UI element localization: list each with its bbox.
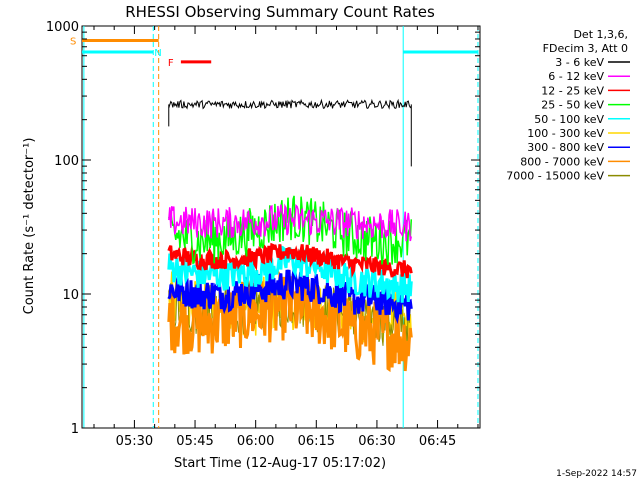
legend-entry-label: 25 - 50 keV: [541, 99, 604, 112]
saa-label: S: [70, 36, 76, 47]
legend-entry-label: 300 - 800 keV: [527, 141, 604, 154]
x-tick-label: 06:00: [237, 434, 274, 449]
legend-entry-label: 7000 - 15000 keV: [506, 170, 604, 183]
x-axis: 05:30 05:45 06:00 06:15 06:30 06:45: [93, 26, 479, 449]
series-line-0: [168, 98, 412, 110]
series-line-1: [168, 203, 413, 242]
y-tick-label: 1000: [46, 20, 79, 35]
night-label: N: [154, 48, 161, 59]
x-tick-label: 05:30: [116, 434, 153, 449]
y-axis: 1 10 100 1000: [46, 20, 480, 437]
legend-entry-label: 100 - 300 keV: [527, 127, 604, 140]
legend-header-line: Det 1,3,6,: [573, 28, 628, 41]
plot-area: S NF: [70, 25, 481, 429]
series-line-6: [167, 268, 413, 325]
series-line-2: [167, 242, 413, 279]
legend-entry-label: 6 - 12 keV: [548, 70, 604, 83]
chart-title: RHESSI Observing Summary Count Rates: [125, 3, 435, 21]
legend-entry-label: 3 - 6 keV: [555, 56, 604, 69]
plot-frame: [81, 25, 481, 429]
x-tick-label: 06:15: [298, 434, 335, 449]
x-axis-label: Start Time (12-Aug-17 05:17:02): [174, 456, 386, 471]
legend-entry-label: 50 - 100 keV: [534, 113, 604, 126]
y-axis-label: Count Rate (s⁻¹ detector⁻¹): [22, 138, 37, 315]
series-line-7: [167, 270, 413, 373]
y-tick-label: 10: [62, 288, 79, 303]
legend-header-line: FDecim 3, Att 0: [543, 42, 628, 55]
x-tick-label: 05:45: [176, 434, 213, 449]
flare-label: F: [168, 58, 174, 69]
legend-entry-label: 12 - 25 keV: [541, 84, 604, 97]
footer-timestamp: 1-Sep-2022 14:57: [556, 469, 637, 479]
y-tick-label: 1: [71, 422, 79, 437]
y-tick-label: 100: [54, 154, 79, 169]
x-tick-label: 06:45: [419, 434, 456, 449]
x-tick-label: 06:30: [358, 434, 395, 449]
legend-entry-label: 800 - 7000 keV: [520, 155, 604, 168]
